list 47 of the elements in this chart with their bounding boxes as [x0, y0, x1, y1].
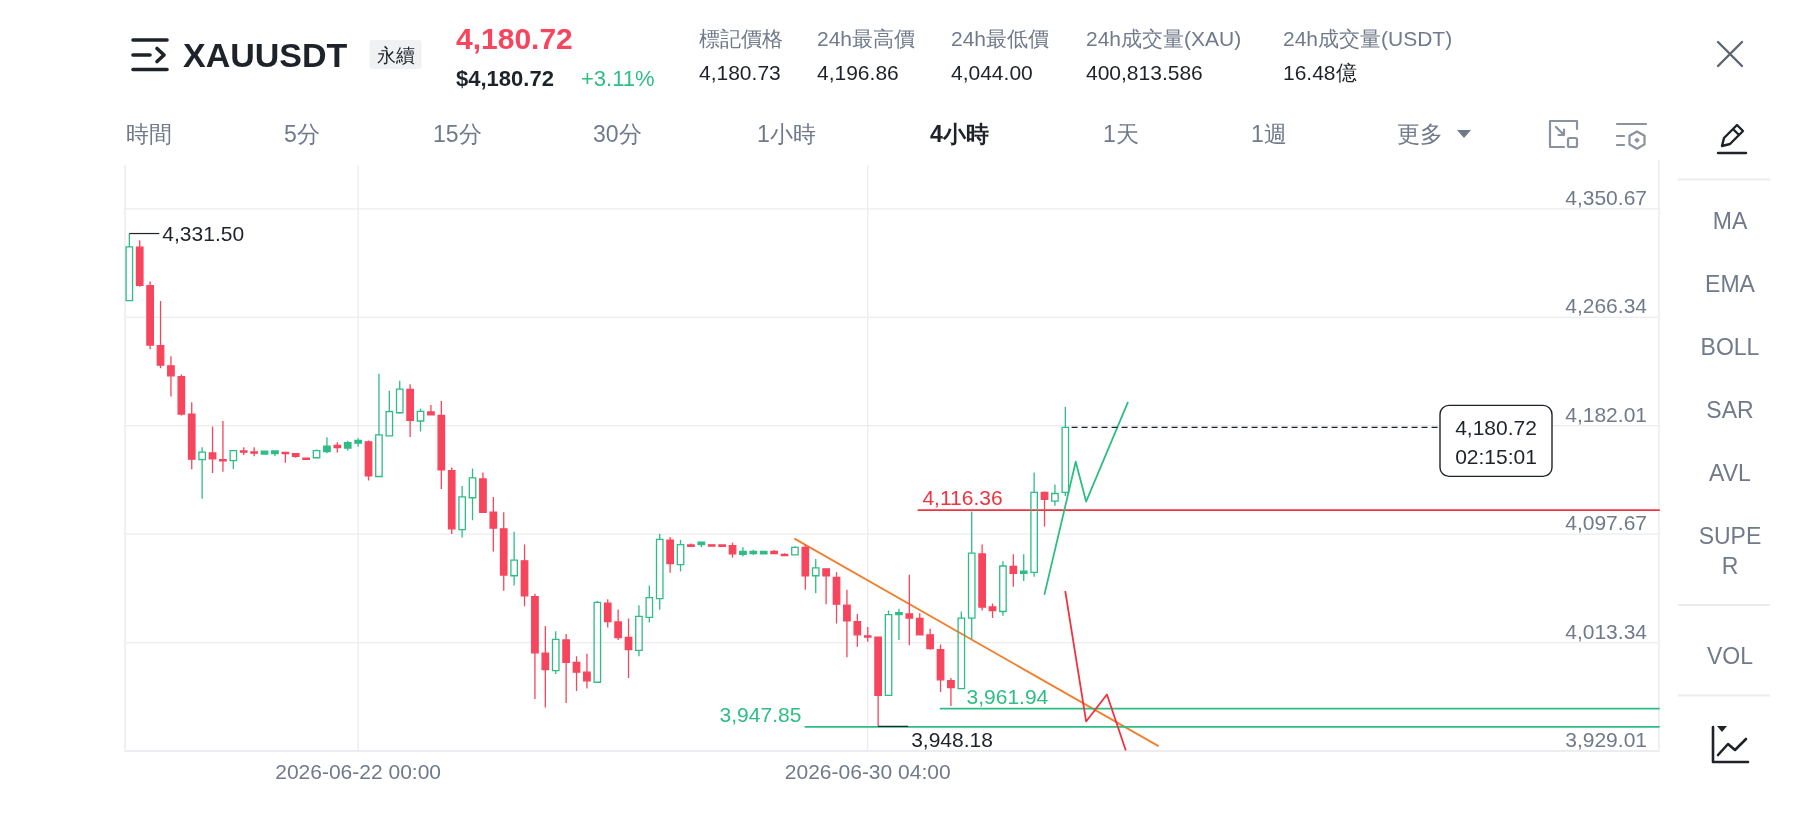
y-tick-label: 3,929.01: [1565, 728, 1647, 751]
y-tick-label: 4,182.01: [1565, 402, 1647, 426]
text: +3.11%: [581, 65, 655, 91]
text: AVL: [1709, 460, 1752, 486]
text: 24h成交量(USDT): [1283, 26, 1453, 50]
text: SAR: [1706, 397, 1754, 423]
text: 400,813.586: [1086, 60, 1203, 84]
y-tick-label: 4,097.67: [1565, 511, 1647, 535]
text: 24h最低價: [951, 26, 1050, 50]
text: 更多: [1397, 121, 1443, 147]
text: 1週: [1251, 121, 1287, 147]
text: MA: [1712, 208, 1748, 234]
text: 標記價格: [699, 26, 783, 50]
text: 24h成交量(XAU): [1086, 26, 1242, 50]
badge: 永續: [369, 40, 422, 69]
series-label: 4,116.36: [922, 486, 1003, 510]
text: 1天: [1103, 121, 1139, 147]
x-tick-label: 2026-06-22 00:00: [275, 759, 442, 783]
text: 時間: [126, 121, 172, 147]
text: EMA: [1705, 271, 1756, 297]
text: 4小時: [930, 121, 989, 147]
text: VOL: [1706, 643, 1754, 669]
series-label: 3,961.94: [966, 684, 1049, 708]
y-tick-label: 4,266.34: [1565, 294, 1648, 318]
ref-line-label: 4,180.72: [1455, 415, 1537, 439]
annotation: 4,331.50: [162, 222, 245, 246]
chart-subtitle: 永續: [376, 44, 415, 66]
text: 4,180.72: [456, 21, 573, 55]
text: 5分: [284, 121, 320, 147]
text: 4,180.73: [699, 60, 781, 84]
text: SUPER: [1697, 522, 1763, 581]
text: 16.48億: [1283, 60, 1357, 84]
annotation: 3,948.18: [911, 728, 993, 752]
text: 15分: [433, 121, 482, 147]
chart-title: XAUUSDT: [183, 36, 348, 74]
text: BOLL: [1700, 334, 1760, 360]
text: $4,180.72: [456, 65, 554, 91]
y-tick-label: 4,013.34: [1565, 619, 1648, 643]
annotation: 02:15:01: [1455, 444, 1537, 468]
text: 1小時: [757, 121, 816, 147]
text: 4,196.86: [817, 60, 899, 84]
y-tick-label: 4,350.67: [1565, 185, 1647, 209]
x-tick-label: 2026-06-30 04:00: [784, 759, 951, 783]
series-label: 3,947.85: [719, 702, 802, 726]
text: 24h最高價: [817, 26, 916, 50]
text: 4,044.00: [951, 60, 1033, 84]
text: 30分: [593, 121, 642, 147]
